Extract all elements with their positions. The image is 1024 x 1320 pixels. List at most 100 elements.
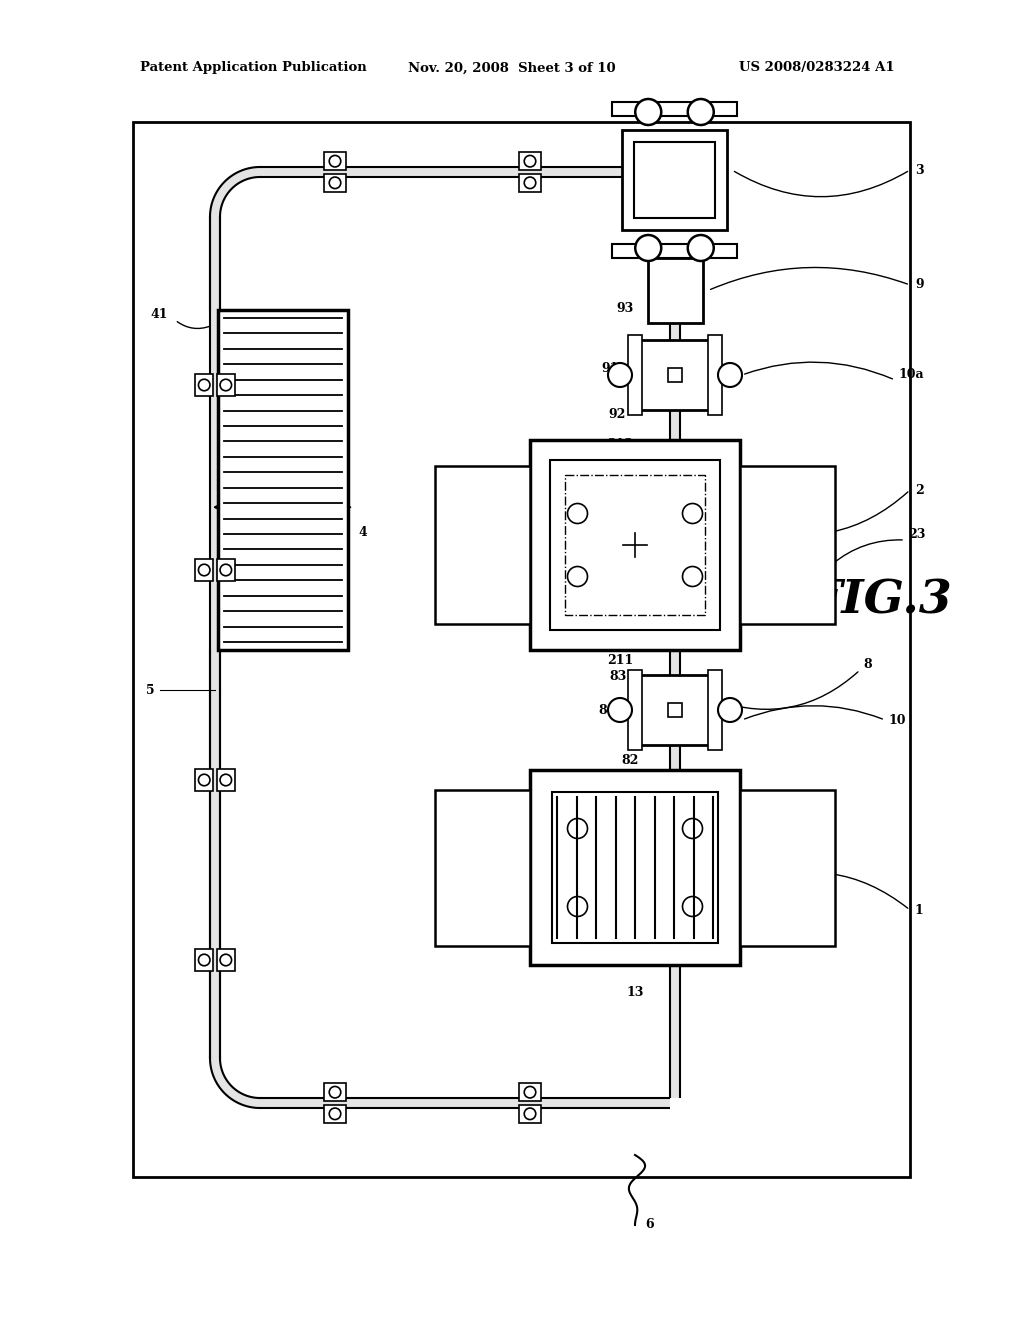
Bar [708,671,722,750]
Text: 92: 92 [608,408,626,421]
Text: Nov. 20, 2008  Sheet 3 of 10: Nov. 20, 2008 Sheet 3 of 10 [409,62,615,74]
Text: 21: 21 [509,524,526,536]
Text: 9: 9 [915,279,924,292]
Circle shape [330,177,341,189]
Text: 10: 10 [888,714,905,726]
Bar [519,1105,541,1123]
Bar [670,649,680,675]
Text: US 2008/0283224 A1: US 2008/0283224 A1 [739,62,895,74]
Circle shape [683,896,702,916]
Bar [325,1105,346,1123]
Bar [668,704,682,717]
Bar [519,174,541,191]
Text: 23: 23 [908,528,926,541]
Bar [634,143,715,218]
Text: 5: 5 [146,684,155,697]
Text: Patent Application Publication: Patent Application Publication [140,62,367,74]
Bar [740,466,835,624]
Bar [519,1084,541,1101]
Text: 12: 12 [511,863,528,876]
Circle shape [199,379,210,391]
Bar [612,102,737,116]
Bar [640,675,710,744]
Bar [435,466,530,624]
Bar [325,174,346,191]
Circle shape [199,954,210,966]
Bar [640,341,710,411]
Text: 211: 211 [607,653,633,667]
Bar [670,411,680,440]
Text: 1: 1 [915,903,924,916]
Circle shape [688,235,714,261]
Polygon shape [210,1059,260,1107]
Bar [552,792,718,942]
Text: 6: 6 [646,1218,654,1232]
Circle shape [567,503,588,524]
Text: 13: 13 [627,986,644,998]
Bar [670,965,680,1098]
Bar [628,671,642,750]
Bar [622,129,727,230]
Circle shape [683,566,702,586]
Bar [196,770,213,791]
Bar [260,1098,670,1107]
Text: 10a: 10a [898,368,924,381]
Text: 4: 4 [358,525,367,539]
Bar [708,335,722,414]
Circle shape [567,818,588,838]
Bar [196,374,213,396]
Circle shape [608,363,632,387]
Circle shape [635,99,662,125]
Circle shape [330,1107,341,1119]
Bar [210,216,220,1059]
Text: 81: 81 [598,704,615,717]
Bar [628,335,642,414]
Circle shape [330,156,341,166]
Bar [325,1084,346,1101]
Circle shape [683,818,702,838]
Circle shape [524,156,536,166]
Text: 2: 2 [915,483,924,496]
Bar [550,459,720,630]
Bar [612,244,737,257]
Bar [196,560,213,581]
Text: 93: 93 [616,301,634,314]
Circle shape [220,954,231,966]
Text: 91: 91 [601,362,618,375]
Bar [632,168,675,177]
Bar [530,440,740,649]
Bar [325,152,346,170]
Circle shape [688,99,714,125]
Bar [133,121,910,1177]
Circle shape [608,698,632,722]
Text: FIG.3: FIG.3 [808,577,952,623]
Circle shape [199,775,210,785]
Bar [740,789,835,945]
Bar [668,368,682,381]
Circle shape [220,379,231,391]
Circle shape [220,564,231,576]
Bar [648,257,703,323]
Bar [217,770,234,791]
Text: 14: 14 [618,780,636,792]
Text: 22: 22 [509,564,526,577]
Circle shape [567,896,588,916]
Text: 41: 41 [151,309,168,322]
Circle shape [635,235,662,261]
Bar [530,440,740,649]
Circle shape [718,363,742,387]
Text: 8: 8 [863,659,871,672]
Bar [640,675,710,744]
Text: 83: 83 [609,671,627,684]
Circle shape [524,177,536,189]
Text: 212: 212 [607,437,633,450]
Circle shape [199,564,210,576]
Bar [640,341,710,411]
Bar [519,152,541,170]
Bar [670,323,680,341]
Bar [217,949,234,970]
Circle shape [567,566,588,586]
Bar [217,374,234,396]
Circle shape [330,1086,341,1098]
Bar [260,168,670,177]
